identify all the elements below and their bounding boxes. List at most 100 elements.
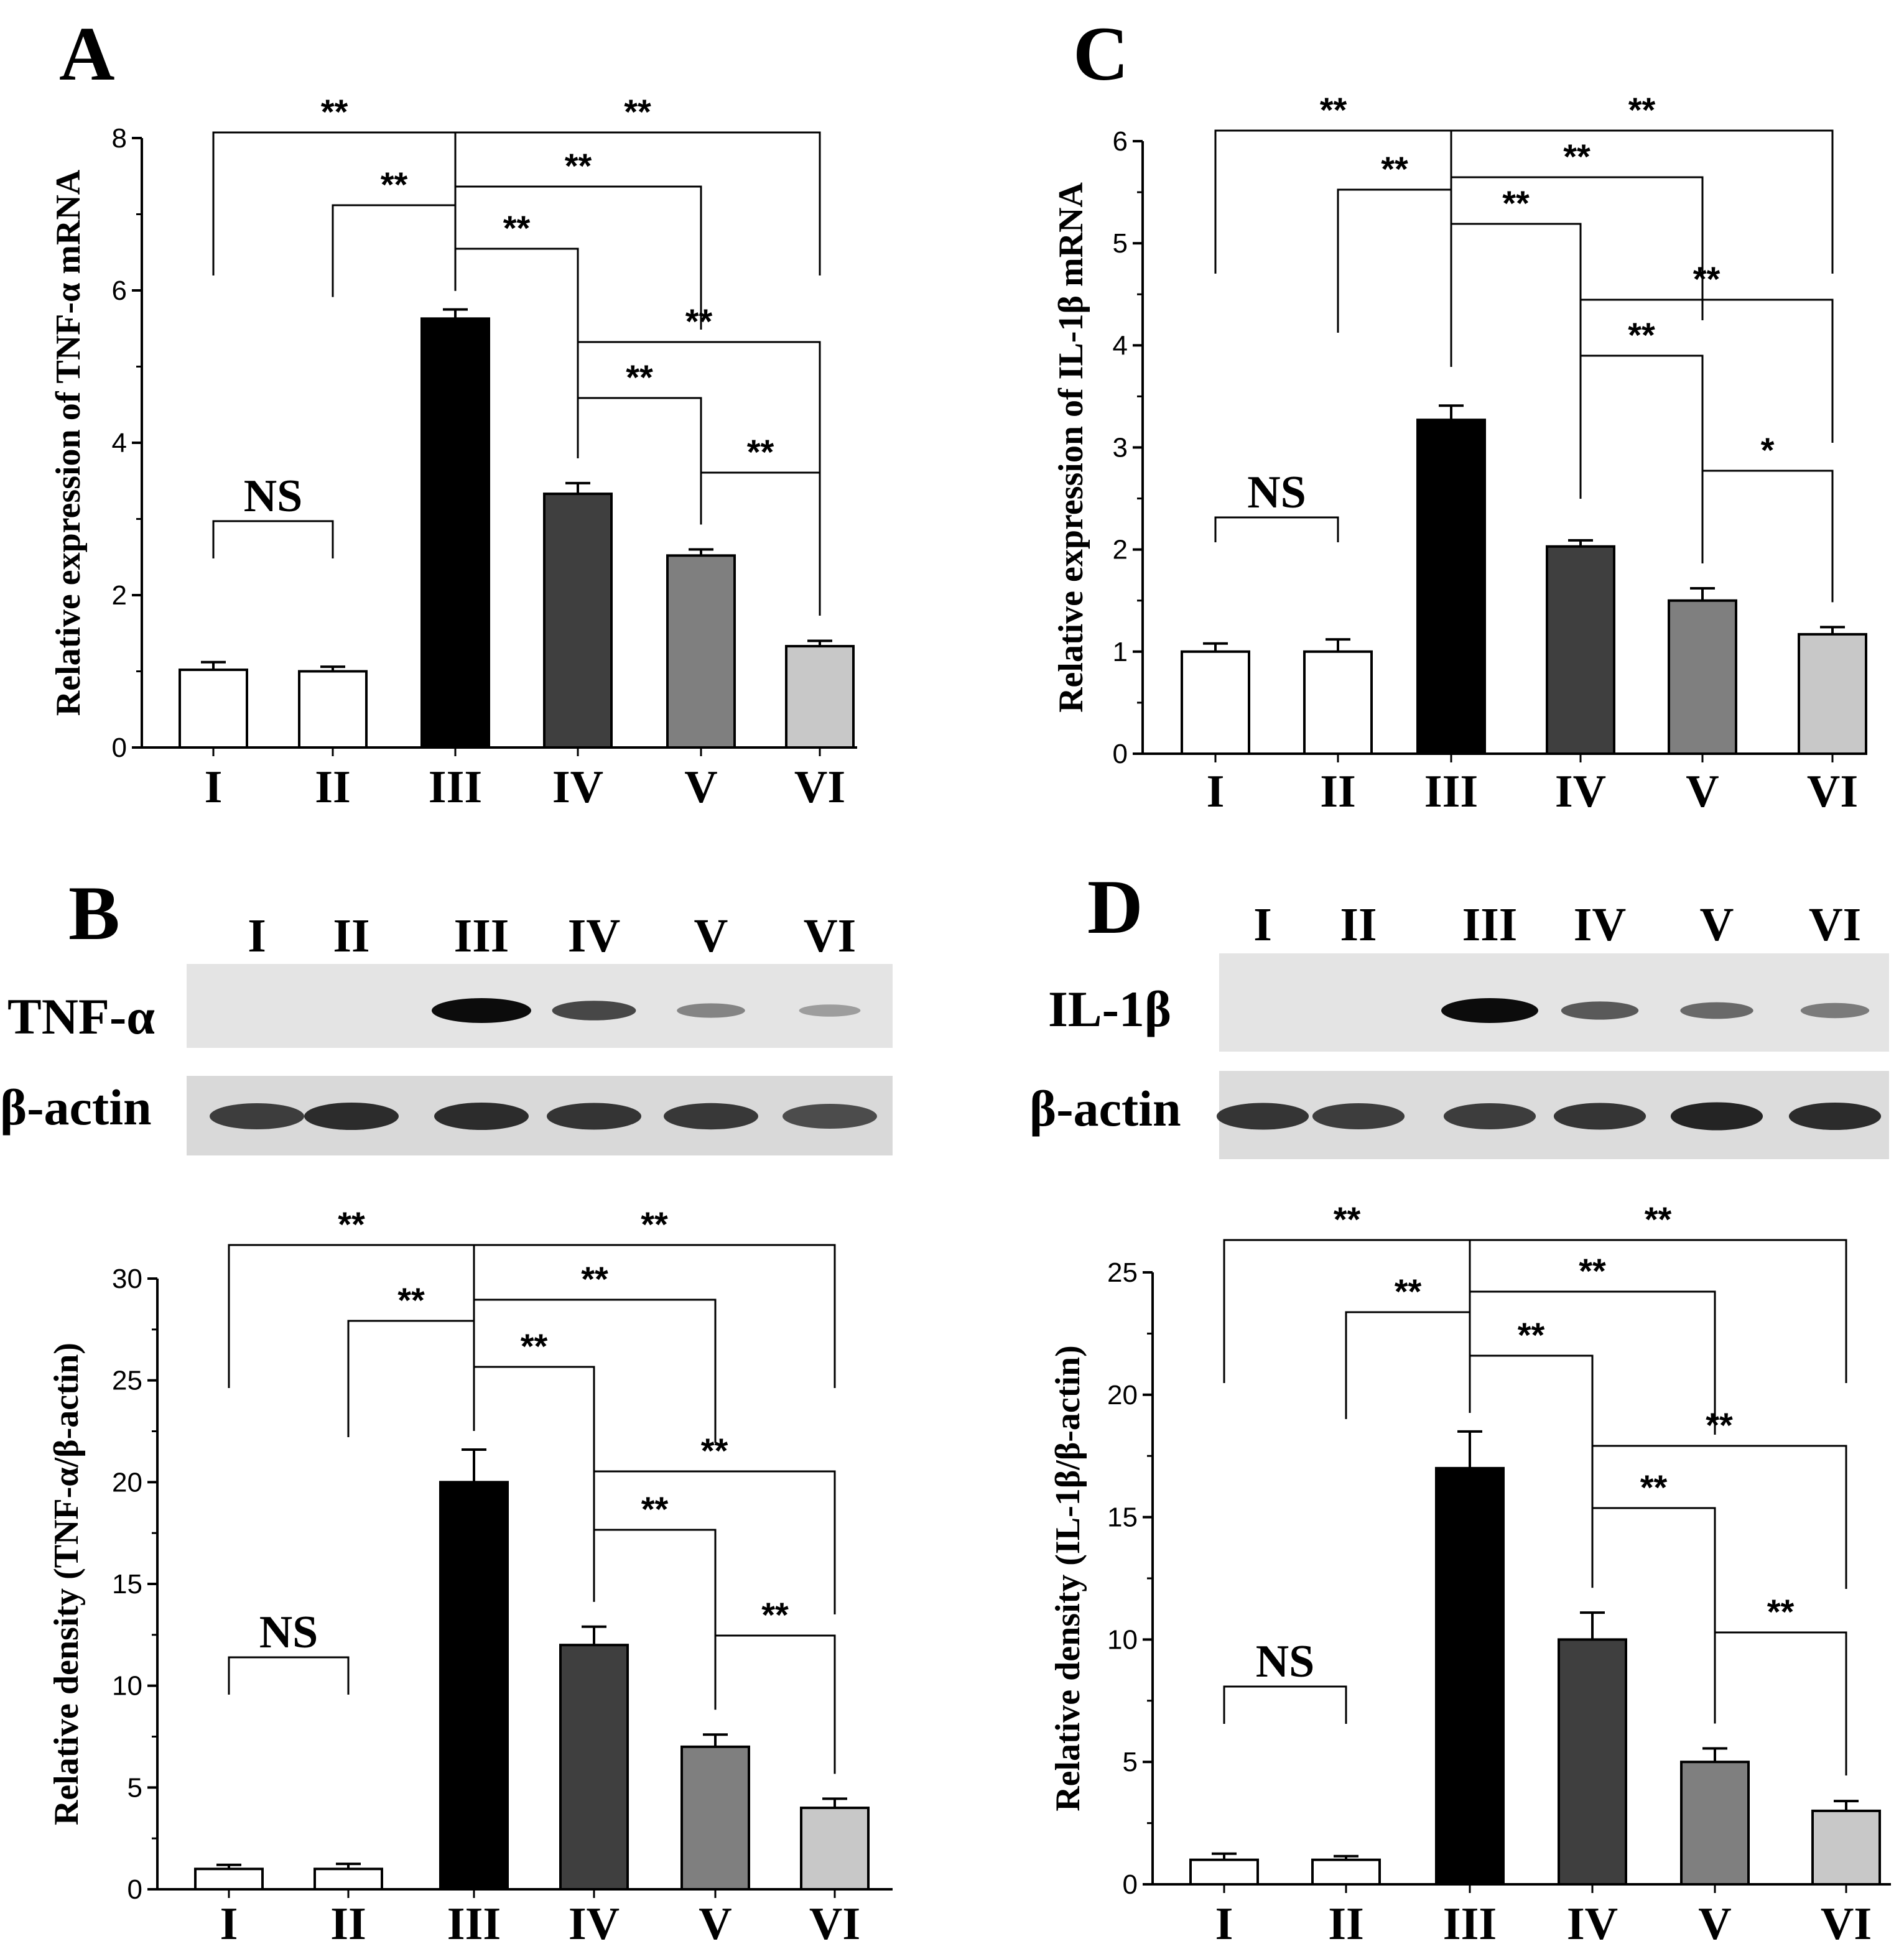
- significance-bracket: [1345, 1311, 1471, 1419]
- bar: [179, 669, 248, 749]
- significance-bracket: [347, 1320, 475, 1437]
- bar: [785, 645, 855, 749]
- significance-label: **: [397, 1280, 425, 1320]
- significance-bracket: [577, 341, 821, 485]
- ns-label: NS: [259, 1607, 318, 1658]
- bar: [543, 493, 613, 749]
- chart-il1b-density: 0 5 10 15 20 25 Relative density (IL-1β/β-acti…: [1049, 1200, 1891, 1944]
- control-band: [304, 1103, 399, 1130]
- control-band: [210, 1103, 304, 1129]
- bar: [1181, 650, 1250, 756]
- bar: [1558, 1638, 1627, 1886]
- bar: [1546, 545, 1615, 755]
- significance-bracket: [1714, 1631, 1847, 1775]
- bar: [559, 1644, 629, 1891]
- y-tick-label: 4: [1113, 330, 1128, 361]
- significance-label: **: [1502, 183, 1530, 223]
- blot-b-target-strip: [187, 964, 893, 1048]
- control-band: [1443, 1103, 1536, 1129]
- control-band: [1216, 1103, 1309, 1130]
- chart-il1b-mrna: 0 1 2 3 4 5 6 Relative expression of IL-1β mRNA…: [1052, 90, 1867, 817]
- bar: [1416, 419, 1486, 755]
- significance-bracket: [1591, 1507, 1716, 1651]
- x-category-label: II: [1328, 1899, 1364, 1944]
- significance-bracket: [1579, 354, 1704, 499]
- significance-bracket: [473, 1366, 595, 1510]
- significance-bracket: [1337, 188, 1452, 333]
- ns-bracket: [228, 1656, 350, 1695]
- significance-label: **: [338, 1205, 365, 1244]
- significance-label: **: [1334, 1200, 1361, 1239]
- blot-b-lane-label: III: [454, 910, 509, 962]
- x-category-label: V: [684, 762, 717, 813]
- y-tick-label: 4: [112, 428, 127, 458]
- blot-b-lane-label: V: [694, 910, 728, 962]
- blot-b-bands: [210, 998, 877, 1130]
- x-category-label: II: [1320, 766, 1356, 817]
- significance-label: **: [1706, 1405, 1733, 1445]
- ns-label: NS: [244, 471, 303, 522]
- x-category-label: IV: [1555, 766, 1606, 817]
- significance-bracket: [1469, 1354, 1594, 1499]
- significance-bracket: [714, 1634, 836, 1774]
- significance-label: *: [1761, 430, 1775, 470]
- significance-bracket: [454, 185, 702, 330]
- control-band: [782, 1104, 877, 1129]
- y-tick-label: 15: [112, 1569, 142, 1599]
- y-tick-label: 20: [112, 1467, 142, 1497]
- y-tick-label: 30: [112, 1264, 142, 1294]
- significance-label: **: [1579, 1251, 1606, 1290]
- panel-letter-d: D: [1087, 864, 1143, 950]
- bar: [1189, 1858, 1259, 1886]
- significance-label: **: [641, 1489, 669, 1529]
- bar: [313, 1868, 383, 1891]
- bar: [1680, 1761, 1750, 1886]
- x-category-label: I: [220, 1899, 238, 1944]
- y-axis-label: Relative expression of IL-1β mRNA: [1052, 182, 1090, 713]
- panel-letter-c: C: [1073, 11, 1129, 96]
- significance-bracket: [1450, 223, 1582, 367]
- x-category-label: V: [1686, 766, 1719, 817]
- blot-b-control-label: β-actin: [0, 1079, 152, 1136]
- x-category-label: IV: [552, 762, 603, 813]
- y-axis-label: Relative density (IL-1β/β-actin): [1049, 1345, 1087, 1812]
- blot-b-lane-label: IV: [568, 910, 621, 962]
- y-axis-label: Relative density (TNF-α/β-actin): [47, 1343, 86, 1825]
- y-tick-label: 0: [112, 733, 127, 763]
- bar: [420, 317, 490, 749]
- significance-label: **: [626, 358, 653, 397]
- significance-bracket: [1701, 470, 1834, 603]
- significance-label: **: [1563, 137, 1591, 176]
- y-tick-label: 2: [1113, 535, 1128, 565]
- target-band: [552, 1001, 636, 1021]
- x-category-label: III: [1443, 1899, 1497, 1944]
- significance-label: **: [641, 1205, 668, 1244]
- significance-label: **: [1767, 1592, 1795, 1631]
- blot-d-lane-label: VI: [1809, 899, 1861, 951]
- y-tick-label: 1: [1113, 637, 1128, 667]
- western-blot-b: I II III IV V VI TNF-α β-actin: [0, 910, 893, 1155]
- control-band: [1312, 1103, 1405, 1129]
- ns-bracket: [212, 520, 334, 558]
- bar: [680, 1745, 750, 1891]
- significance-label: **: [624, 92, 651, 131]
- y-axis-label: Relative expression of TNF-α mRNA: [49, 169, 88, 716]
- significance-bracket: [700, 471, 821, 616]
- significance-label: **: [761, 1595, 789, 1634]
- significance-label: **: [381, 165, 408, 204]
- significance-label: **: [1381, 149, 1408, 188]
- blot-d-target-label: IL-1β: [1048, 981, 1171, 1037]
- significance-label: **: [503, 208, 531, 248]
- significance-label: **: [521, 1326, 548, 1366]
- significance-bracket: [228, 1244, 475, 1388]
- control-band: [1788, 1103, 1882, 1130]
- blot-d-lane-label: I: [1253, 899, 1272, 951]
- control-band: [434, 1103, 529, 1130]
- bar: [1798, 632, 1867, 755]
- significance-bracket: [593, 1529, 717, 1673]
- significance-label: **: [1693, 259, 1721, 299]
- bar: [439, 1481, 509, 1891]
- target-band: [1441, 998, 1538, 1023]
- y-tick-label: 0: [1113, 739, 1128, 769]
